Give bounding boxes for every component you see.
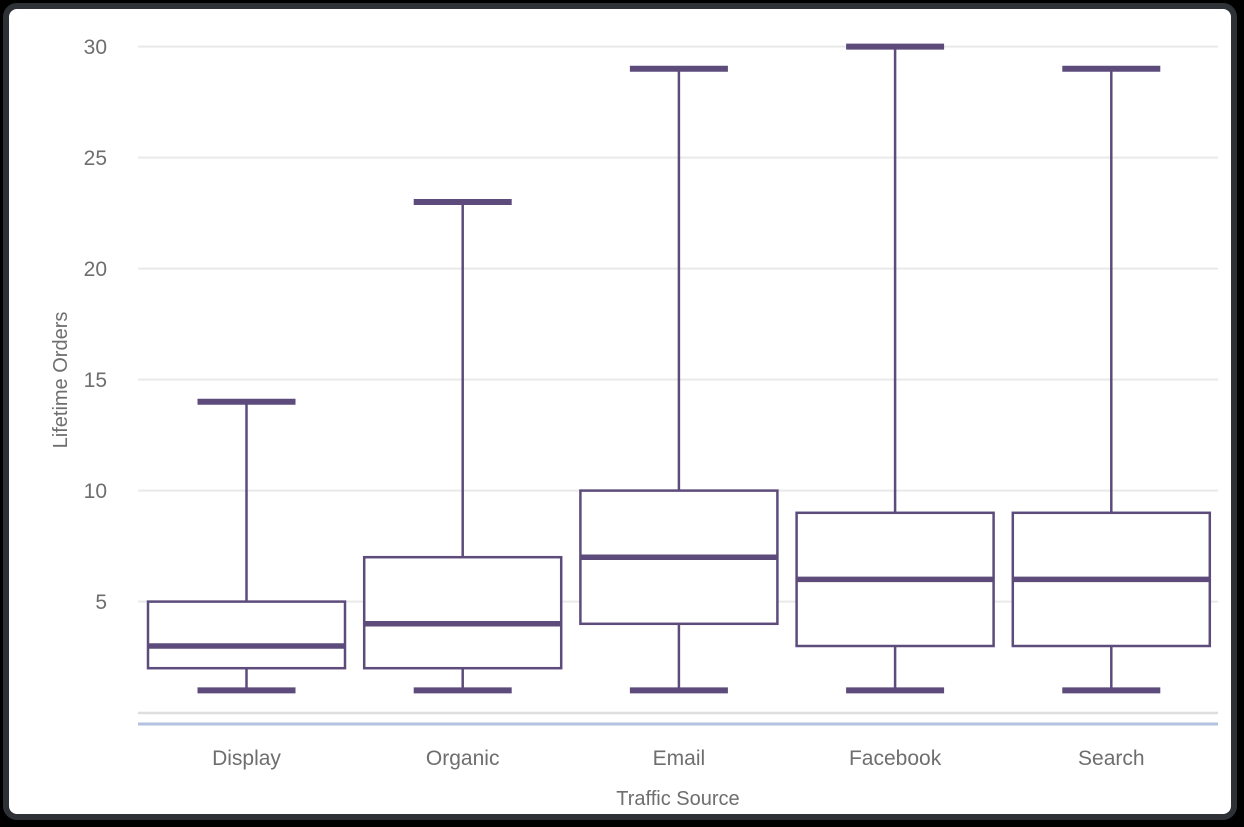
box-group-search[interactable] <box>1011 65 1212 694</box>
box-group-email[interactable] <box>579 65 779 694</box>
category-label-organic: Organic <box>426 747 500 770</box>
iqr-box <box>146 600 347 670</box>
y-tick-label-5: 5 <box>95 591 107 614</box>
category-label-display: Display <box>212 747 281 770</box>
y-tick-label-20: 20 <box>84 258 107 281</box>
box-group-display[interactable] <box>146 398 347 694</box>
y-tick-label-15: 15 <box>84 369 107 392</box>
y-axis-title: Lifetime Orders <box>50 311 72 449</box>
category-label-search: Search <box>1078 747 1145 770</box>
box-group-organic[interactable] <box>362 199 563 694</box>
box-group-facebook[interactable] <box>795 43 995 694</box>
x-axis-title: Traffic Source <box>616 788 740 810</box>
chart-card <box>3 3 1237 820</box>
y-tick-label-25: 25 <box>84 147 107 170</box>
iqr-box <box>362 555 563 670</box>
category-label-email: Email <box>653 747 706 770</box>
y-tick-label-10: 10 <box>84 480 107 503</box>
y-tick-label-30: 30 <box>84 36 107 59</box>
category-label-facebook: Facebook <box>849 747 942 770</box>
